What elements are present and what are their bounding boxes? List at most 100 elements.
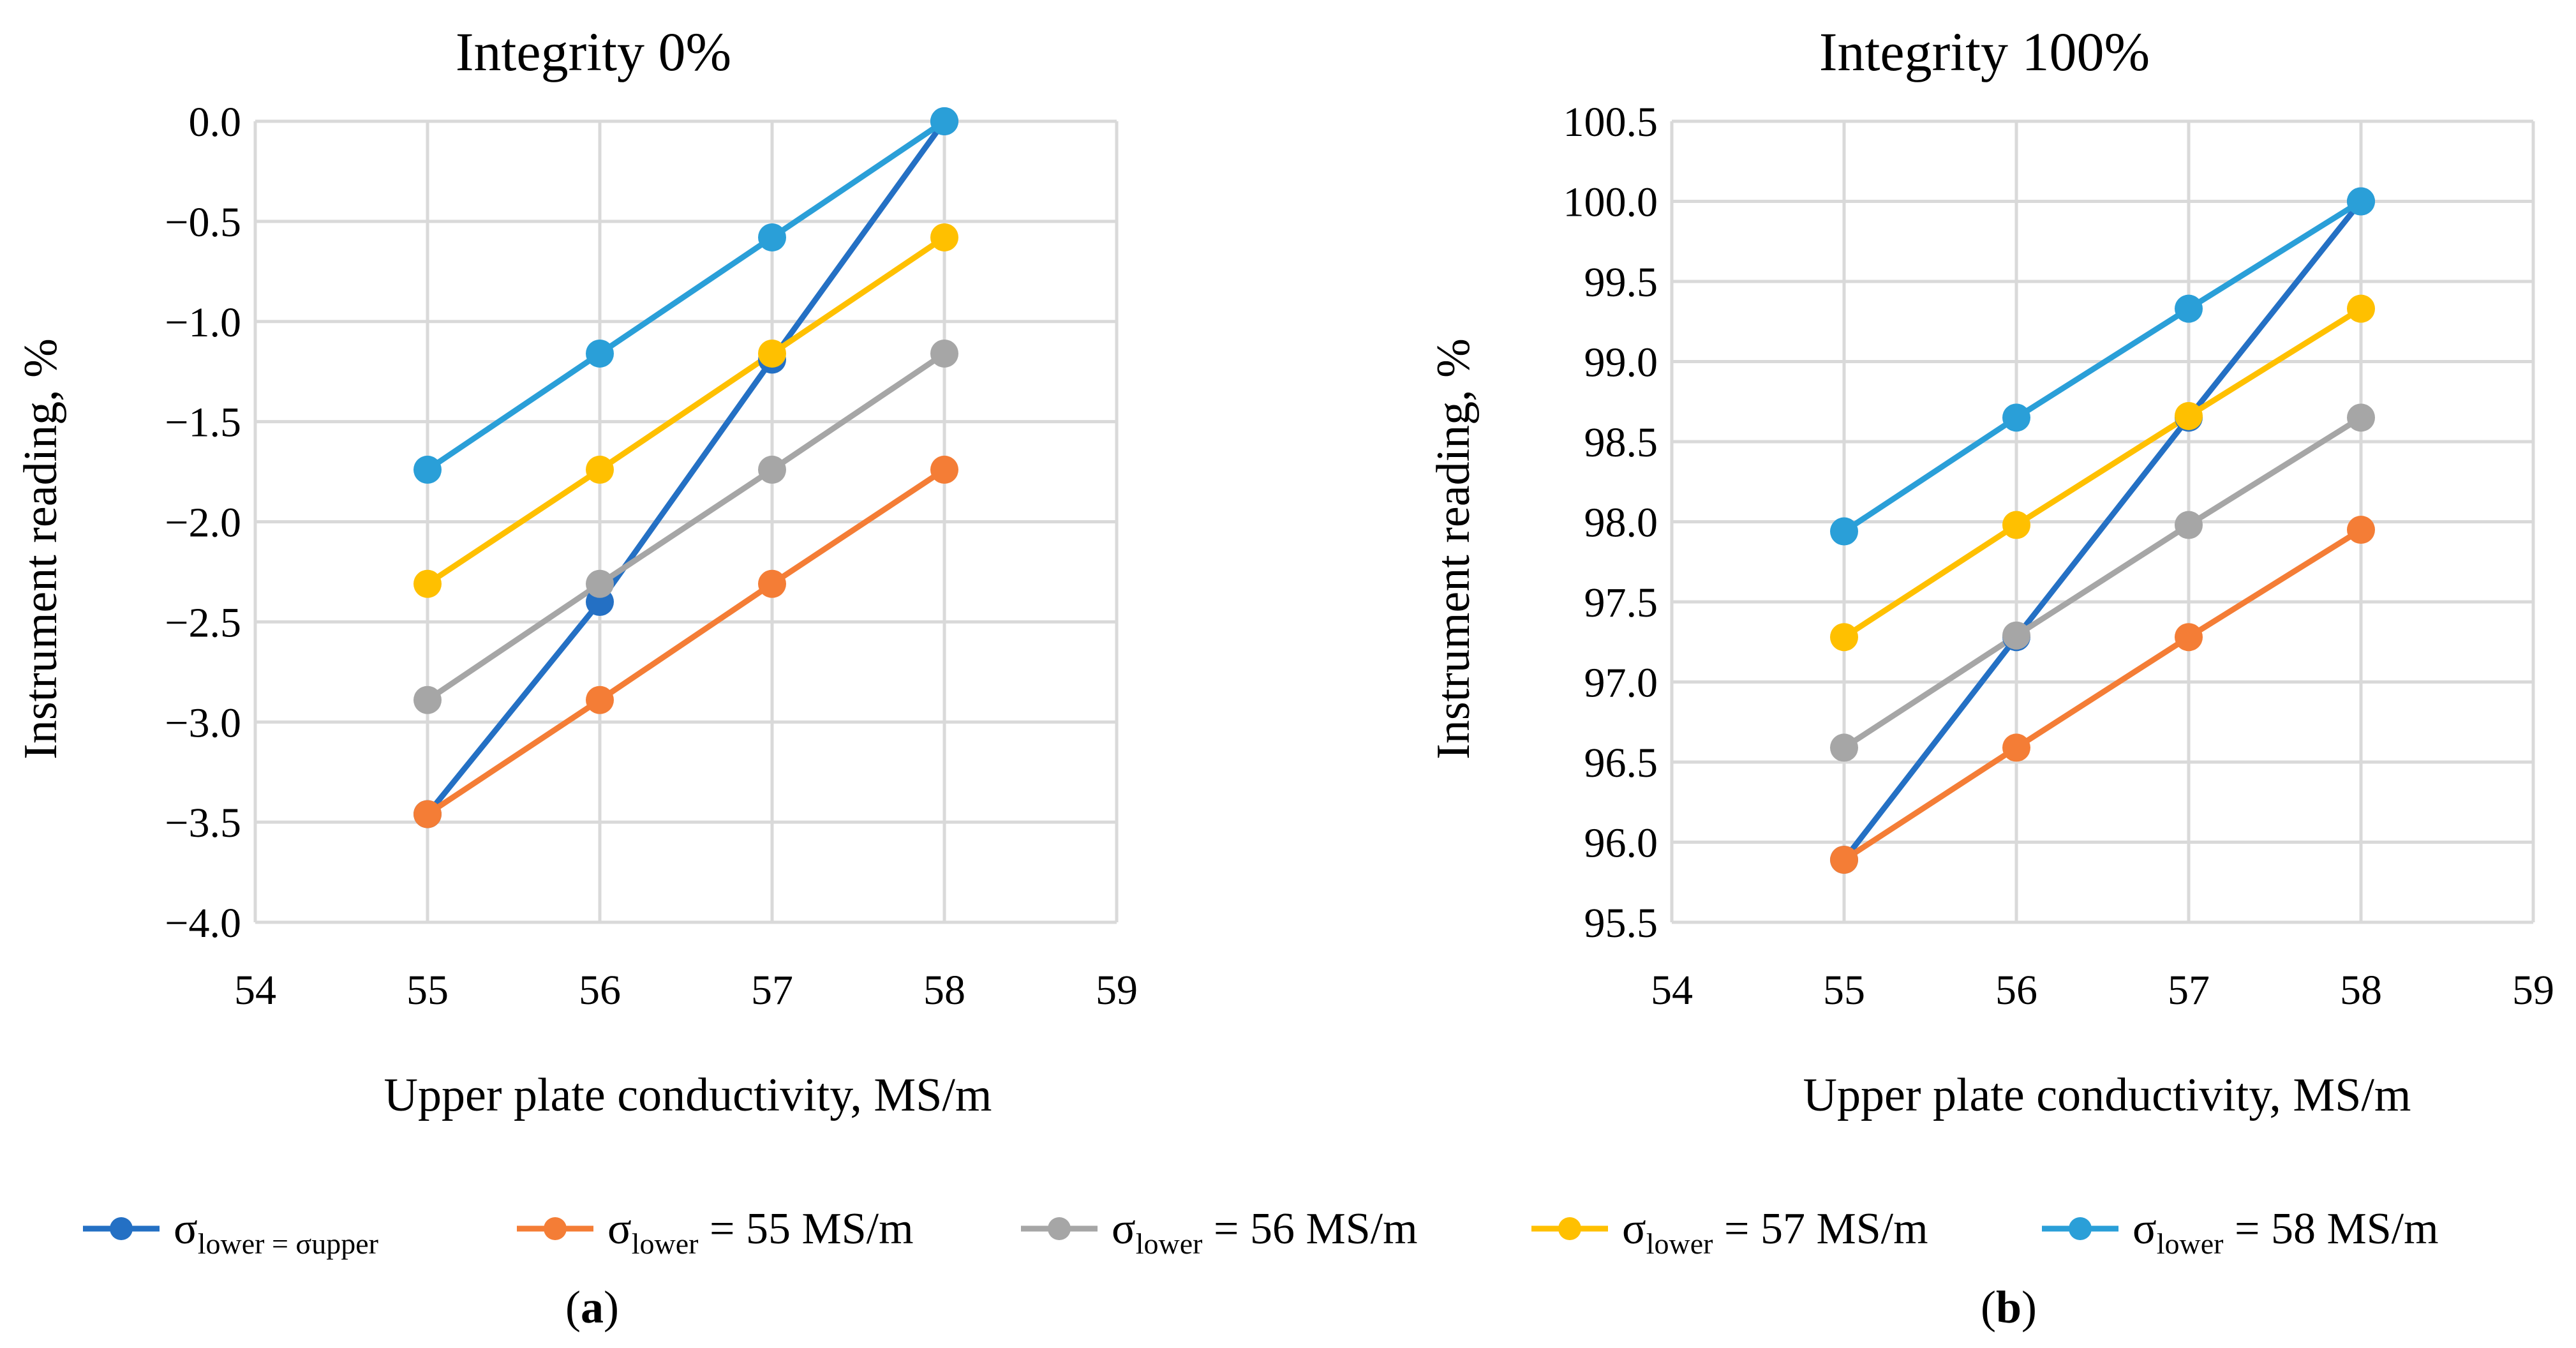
data-point-s55	[2002, 733, 2030, 762]
data-point-s58	[2347, 187, 2375, 216]
data-point-s58	[2002, 403, 2030, 432]
y-tick-label: −1.0	[165, 299, 241, 346]
data-point-s56	[2347, 403, 2375, 432]
legend-symbol: σ	[607, 1204, 632, 1254]
y-tick-label: 99.0	[1584, 340, 1658, 386]
legend-symbol: σ	[2133, 1204, 2157, 1254]
y-tick-label: 96.0	[1584, 820, 1658, 867]
y-tick-labels: 100.5 100.0 99.5 99.0 98.5 98.0 97.5 97.0 96.5 96…	[1563, 99, 1658, 947]
y-tick-label: 98.5	[1584, 419, 1658, 466]
legend-item-58: σlower = 58 MS/m	[2042, 1204, 2439, 1260]
x-tick-labels: 54 55 56 57 58 59	[234, 967, 1138, 1014]
legend-swatch-marker	[1558, 1217, 1581, 1240]
panel-label: (a)	[565, 1282, 619, 1333]
data-point-s58	[1830, 517, 1858, 546]
y-axis-label: Instrument reading, %	[1427, 338, 1480, 760]
y-tick-label: 99.5	[1584, 259, 1658, 306]
x-tick-label: 55	[406, 967, 449, 1014]
y-tick-labels: 0.0 −0.5 −1.0 −1.5 −2.0 −2.5 −3.0 −3.5 −4.0	[165, 99, 241, 947]
legend-value: = 57 MS/m	[1713, 1204, 1928, 1254]
legend-subscript: lower	[1646, 1227, 1713, 1260]
y-tick-label: 98.0	[1584, 500, 1658, 546]
data-point-s58	[758, 223, 786, 251]
y-tick-label: 97.0	[1584, 660, 1658, 707]
y-tick-label: −3.0	[165, 700, 241, 746]
x-tick-label: 58	[923, 967, 965, 1014]
data-point-s56	[2175, 511, 2203, 539]
x-tick-label: 59	[1096, 967, 1138, 1014]
panel-label: (b)	[1981, 1282, 2037, 1333]
legend-subscript: lower	[1136, 1227, 1203, 1260]
legend-item-equal: σlower = σupper	[83, 1204, 378, 1260]
data-point-s56	[930, 339, 958, 368]
legend-label: σlower = 58 MS/m	[2133, 1204, 2439, 1260]
data-point-s57	[758, 339, 786, 368]
x-tick-label: 59	[2512, 967, 2554, 1014]
legend-symbol: σ	[1622, 1204, 1646, 1254]
data-point-s55	[586, 685, 614, 714]
legend-swatch-marker	[544, 1217, 567, 1240]
y-axis-label: Instrument reading, %	[15, 338, 67, 760]
legend-label: σlower = 56 MS/m	[1112, 1204, 1418, 1260]
series-line-s55	[1841, 527, 2364, 863]
legend-item-55: σlower = 55 MS/m	[517, 1204, 914, 1260]
data-point-s57	[413, 569, 442, 598]
y-tick-label: −1.5	[165, 400, 241, 446]
data-point-s57	[586, 455, 614, 484]
data-point-s57	[2347, 294, 2375, 323]
x-tick-label: 54	[1651, 967, 1693, 1014]
data-point-s55	[2347, 516, 2375, 544]
data-point-s55	[2175, 623, 2203, 652]
x-axis-label: Upper plate conductivity, MS/m	[1803, 1069, 2411, 1121]
x-tick-label: 56	[1995, 967, 2037, 1014]
series-line-s56	[1841, 414, 2364, 751]
legend-value: = 58 MS/m	[2223, 1204, 2438, 1254]
y-tick-label: 95.5	[1584, 900, 1658, 947]
y-tick-label: −4.0	[165, 900, 241, 947]
panel-letter: a	[581, 1282, 604, 1333]
x-tick-label: 57	[2168, 967, 2210, 1014]
y-tick-label: −2.5	[165, 599, 241, 646]
series-line-s57	[1841, 306, 2364, 640]
y-tick-label: −0.5	[165, 199, 241, 246]
data-point-s58	[930, 107, 958, 135]
data-point-s57	[1830, 623, 1858, 652]
data-point-s57	[2002, 511, 2030, 539]
series-line-s_eq	[1841, 198, 2364, 863]
x-tick-label: 55	[1823, 967, 1865, 1014]
data-point-s58	[586, 339, 614, 368]
data-point-s55	[413, 800, 442, 828]
legend-value: = 56 MS/m	[1202, 1204, 1417, 1254]
chart-title: Integrity 100%	[1819, 21, 2150, 82]
legend-label: σlower = 55 MS/m	[607, 1204, 914, 1260]
chart-panel-b: Integrity 100% 100.5 100.0 99.5 99.0 98.5 98.…	[1427, 21, 2554, 1333]
series-line-s58	[1841, 198, 2364, 535]
data-point-s56	[2002, 621, 2030, 650]
gridlines	[1670, 119, 2535, 924]
series-line-s_eq	[424, 118, 948, 818]
data-point-s55	[930, 455, 958, 484]
x-axis-label: Upper plate conductivity, MS/m	[384, 1069, 992, 1121]
y-tick-label: −2.0	[165, 500, 241, 546]
chart-title: Integrity 0%	[456, 21, 731, 82]
legend-subscript: lower = σupper	[198, 1227, 378, 1260]
series-line-s55	[424, 467, 948, 818]
x-tick-label: 57	[751, 967, 793, 1014]
y-tick-label: 97.5	[1584, 580, 1658, 626]
legend-value: = 55 MS/m	[698, 1204, 913, 1254]
data-point-s57	[2175, 401, 2203, 430]
series-line-s57	[424, 234, 948, 587]
y-tick-label: 100.0	[1563, 179, 1658, 226]
legend-symbol: σ	[174, 1204, 198, 1254]
x-tick-label: 54	[234, 967, 276, 1014]
data-series	[413, 107, 958, 828]
y-tick-label: 0.0	[189, 99, 242, 146]
y-tick-label: 100.5	[1563, 99, 1658, 146]
legend-swatch-marker	[2069, 1217, 2092, 1240]
legend-subscript: lower	[2157, 1227, 2224, 1260]
legend-item-56: σlower = 56 MS/m	[1021, 1204, 1418, 1260]
data-point-s56	[1830, 733, 1858, 762]
data-point-s55	[1830, 846, 1858, 874]
data-series	[1830, 187, 2375, 874]
